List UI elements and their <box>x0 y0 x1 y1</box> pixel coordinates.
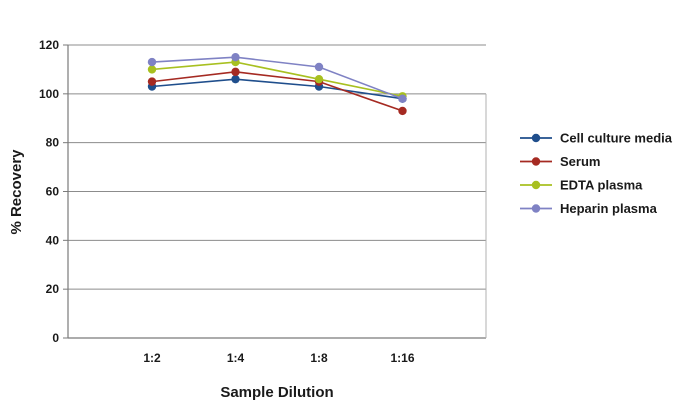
legend: Cell culture media Serum EDTA plasma Hepari… <box>520 131 673 216</box>
y-tick-label-0: 0 <box>52 331 59 345</box>
data-point-0-1 <box>231 74 240 84</box>
y-tick-label-5: 100 <box>39 87 59 101</box>
legend-label-0: Cell culture media <box>560 131 673 146</box>
legend-label-2: EDTA plasma <box>560 178 643 193</box>
legend-marker-1 <box>531 157 541 166</box>
legend-marker-3 <box>531 204 541 213</box>
data-point-3-1 <box>231 53 240 62</box>
data-point-3-2 <box>314 62 324 72</box>
y-tick-label-6: 120 <box>39 38 59 52</box>
series-line-3 <box>151 56 403 100</box>
y-tick-label-4: 80 <box>46 136 60 150</box>
series-line-1 <box>151 71 403 112</box>
x-tick-label-0: 1:2 <box>143 351 161 365</box>
legend-label-1: Serum <box>560 154 600 169</box>
legend-marker-0 <box>531 133 541 143</box>
legend-label-3: Heparin plasma <box>560 201 658 216</box>
y-tick-label-1: 20 <box>46 282 60 296</box>
y-tick-label-2: 40 <box>46 233 60 247</box>
data-point-2-2 <box>314 74 324 84</box>
data-point-3-3 <box>398 94 407 103</box>
y-axis-title: % Recovery <box>8 149 25 235</box>
series-line-2 <box>151 61 403 98</box>
x-axis-title: Sample Dilution <box>220 384 333 401</box>
data-point-1-1 <box>231 67 240 77</box>
x-tick-label-1: 1:4 <box>227 351 245 365</box>
series-3 <box>147 53 407 103</box>
y-tick-labels: 0 20 40 60 80 100 120 <box>39 38 68 345</box>
data-point-2-0 <box>147 65 157 74</box>
series-1 <box>147 67 407 116</box>
y-tick-label-3: 60 <box>46 185 60 199</box>
x-tick-label-2: 1:8 <box>310 351 328 365</box>
data-point-1-3 <box>398 106 407 116</box>
x-tick-labels: 1:2 1:4 1:8 1:16 <box>143 351 415 365</box>
data-series <box>147 53 407 116</box>
legend-marker-2 <box>531 180 541 190</box>
x-tick-label-3: 1:16 <box>390 351 414 365</box>
series-line-0 <box>151 78 403 100</box>
grid-lines <box>68 44 486 290</box>
data-point-1-0 <box>147 77 157 86</box>
data-point-3-0 <box>147 57 157 67</box>
